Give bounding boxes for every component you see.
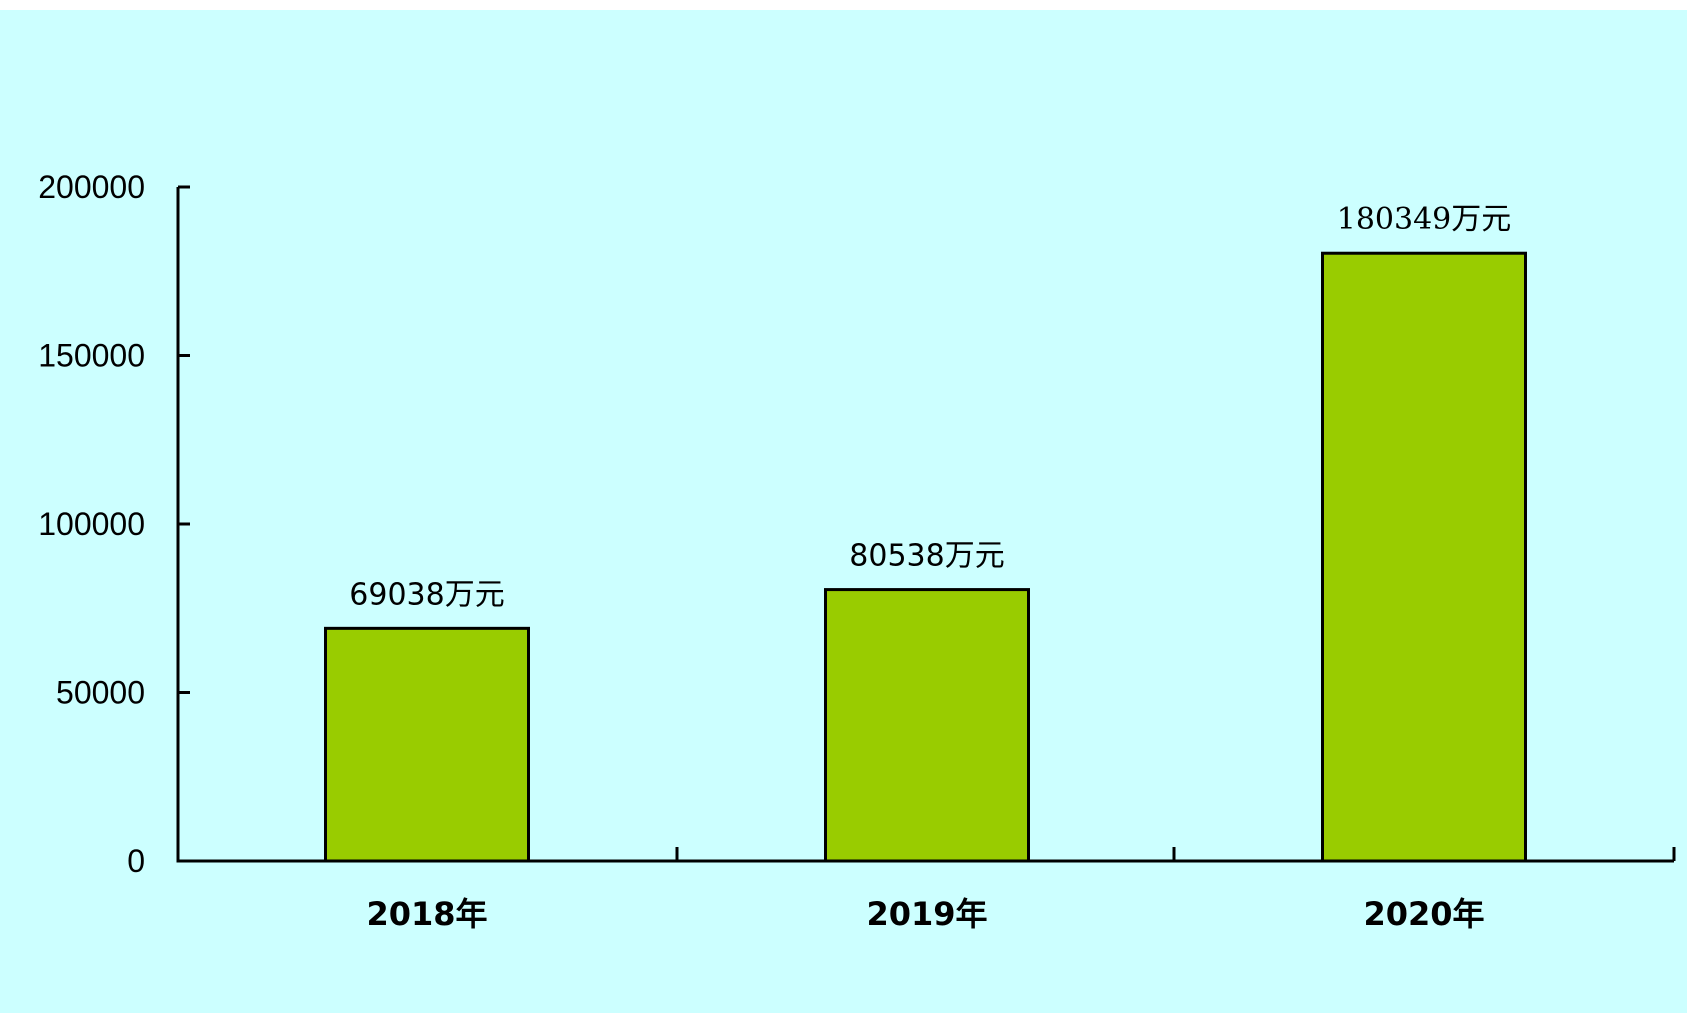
- x-axis-ticks: [675, 847, 1676, 861]
- data-label-2: 80538万元: [849, 539, 1004, 574]
- bar-1: [324, 626, 530, 863]
- data-labels: 69038万元 80538万元 180349万元: [349, 202, 1511, 612]
- bar-chart: 0 50000 100000 150000 200000 69038万元 80538万元 1…: [38, 169, 1676, 933]
- category-label-3: 2020年: [1363, 895, 1484, 933]
- y-tick-label: 0: [127, 843, 145, 879]
- category-label-2: 2019年: [866, 895, 987, 933]
- axes: [176, 187, 1674, 863]
- category-label-1: 2018年: [366, 895, 487, 933]
- y-tick-label: 150000: [38, 338, 145, 374]
- category-labels: 2018年 2019年 2020年: [366, 895, 1484, 933]
- bar-2: [824, 588, 1030, 863]
- data-label-3: 180349万元: [1337, 202, 1512, 237]
- data-label-1: 69038万元: [349, 577, 504, 612]
- y-tick-label: 50000: [56, 675, 145, 711]
- bar-3: [1321, 251, 1527, 863]
- y-axis-ticks: 0 50000 100000 150000 200000: [38, 169, 190, 879]
- y-tick-label: 200000: [38, 169, 145, 205]
- y-tick-label: 100000: [38, 506, 145, 542]
- bars: [324, 251, 1527, 863]
- chart-panel: 0 50000 100000 150000 200000 69038万元 80538万元 1…: [0, 10, 1687, 1013]
